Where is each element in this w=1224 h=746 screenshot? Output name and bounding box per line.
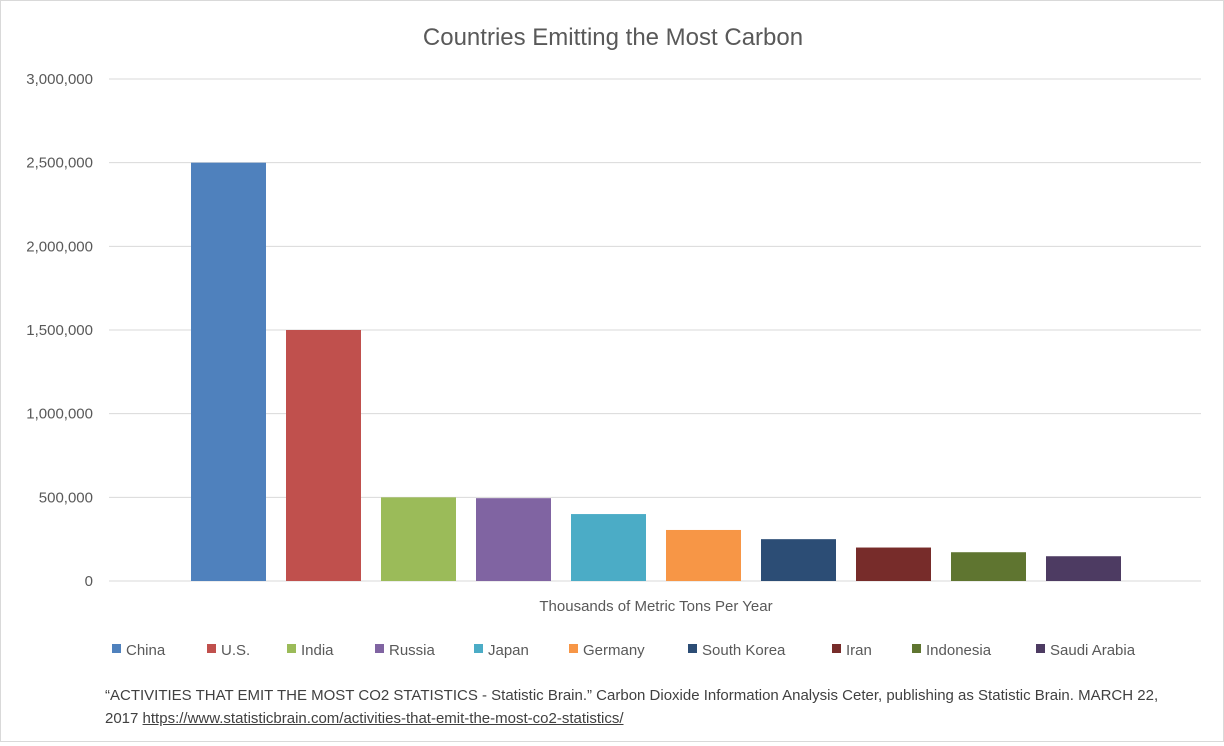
bar-u-s	[286, 330, 361, 581]
y-tick-label: 3,000,000	[26, 71, 93, 88]
legend-item: U.S.	[207, 642, 250, 659]
legend-item: South Korea	[688, 642, 786, 659]
bar-japan	[571, 514, 646, 581]
y-tick-label: 2,500,000	[26, 155, 93, 172]
y-axis-ticks: 0 500,000 1,000,000 1,500,000 2,000,000 2,500…	[26, 71, 93, 590]
bar-india	[381, 497, 456, 581]
legend-item: China	[112, 642, 166, 659]
legend-swatch	[207, 644, 216, 653]
legend-swatch	[1036, 644, 1045, 653]
legend-label: Germany	[583, 642, 645, 659]
legend-item: Iran	[832, 642, 872, 659]
legend-label: Russia	[389, 642, 436, 659]
legend-item: Germany	[569, 642, 645, 659]
legend-swatch	[474, 644, 483, 653]
legend-item: Indonesia	[912, 642, 992, 659]
bar-russia	[476, 498, 551, 581]
bar-china	[191, 162, 266, 581]
bars	[191, 162, 1121, 581]
legend-item: Japan	[474, 642, 529, 659]
bar-indonesia	[951, 552, 1026, 581]
legend-label: Japan	[488, 642, 529, 659]
bar-germany	[666, 529, 741, 581]
source-link[interactable]: https://www.statisticbrain.com/activitie…	[142, 710, 624, 727]
bar-iran	[856, 547, 931, 581]
legend-swatch	[832, 644, 841, 653]
legend-item: India	[287, 642, 334, 659]
legend-label: China	[126, 642, 166, 659]
legend-item: Russia	[375, 642, 436, 659]
source-citation: “ACTIVITIES THAT EMIT THE MOST CO2 STATI…	[105, 684, 1185, 730]
legend-swatch	[112, 644, 121, 653]
y-tick-label: 2,000,000	[26, 238, 93, 255]
chart-title: Countries Emitting the Most Carbon	[423, 24, 803, 51]
legend-label: U.S.	[221, 642, 250, 659]
y-tick-label: 1,500,000	[26, 322, 93, 339]
legend-swatch	[912, 644, 921, 653]
legend-swatch	[688, 644, 697, 653]
legend-swatch	[569, 644, 578, 653]
legend-swatch	[375, 644, 384, 653]
source-text: “ACTIVITIES THAT EMIT THE MOST CO2 STATI…	[105, 687, 1159, 727]
legend-label: Saudi Arabia	[1050, 642, 1136, 659]
legend-swatch	[287, 644, 296, 653]
legend-label: Indonesia	[926, 642, 992, 659]
legend-item: Saudi Arabia	[1036, 642, 1136, 659]
legend-label: Iran	[846, 642, 872, 659]
y-tick-label: 1,000,000	[26, 406, 93, 423]
legend: China U.S. India Russia Japan Germany South Ko…	[112, 642, 1136, 659]
y-tick-label: 500,000	[39, 489, 93, 506]
gridlines	[109, 78, 1201, 582]
legend-label: South Korea	[702, 642, 786, 659]
bar-saudi-arabia	[1046, 556, 1121, 581]
bar-south-korea	[761, 539, 836, 581]
x-axis-label: Thousands of Metric Tons Per Year	[539, 598, 772, 615]
legend-label: India	[301, 642, 334, 659]
y-tick-label: 0	[85, 573, 93, 590]
